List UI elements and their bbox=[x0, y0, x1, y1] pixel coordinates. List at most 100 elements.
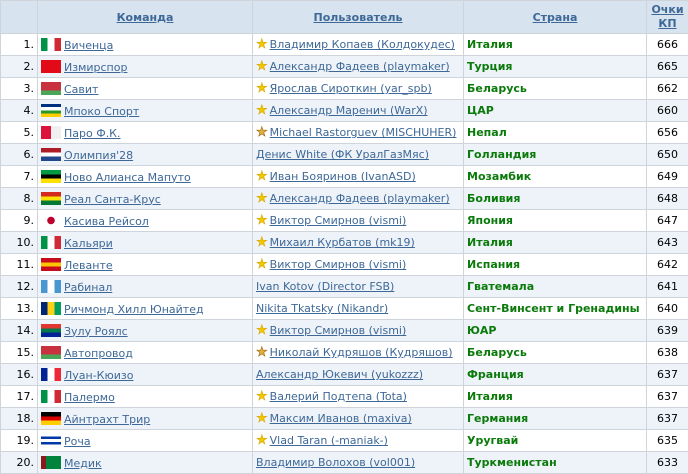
country: Италия bbox=[463, 33, 647, 56]
user-link[interactable]: Ярослав Сироткин (yar_spb) bbox=[269, 82, 432, 95]
country: Беларусь bbox=[463, 341, 647, 364]
flag-icon bbox=[41, 433, 61, 447]
table-row: 13. Ричмонд Хилл Юнайтед Nikita Tkatsky (N… bbox=[0, 297, 688, 320]
country: Уругвай bbox=[463, 429, 647, 452]
points: 660 bbox=[646, 99, 688, 122]
user-link[interactable]: Ivan Kotov (Director FSB) bbox=[256, 280, 395, 293]
team-link[interactable]: Реал Санта-Крус bbox=[64, 192, 161, 206]
team-link[interactable]: Леванте bbox=[64, 258, 113, 272]
rank: 15. bbox=[0, 341, 38, 364]
rank: 17. bbox=[0, 385, 38, 408]
flag-icon bbox=[41, 301, 61, 315]
team-link[interactable]: Роча bbox=[64, 434, 91, 448]
table-row: 11. Леванте ★ Виктор Смирнов (vismi) Испания… bbox=[0, 253, 688, 276]
points: 647 bbox=[646, 209, 688, 232]
sort-country[interactable]: Страна bbox=[532, 10, 578, 24]
team-link[interactable]: Паро Ф.К. bbox=[64, 126, 121, 140]
star-icon: ★ bbox=[256, 257, 268, 273]
table-row: 10. Кальяри ★ Михаил Курбатов (mk19) Италия 6… bbox=[0, 231, 688, 254]
team-link[interactable]: Ново Алианса Мапуто bbox=[64, 170, 191, 184]
user-link[interactable]: Владимир Копаев (Колдокудес) bbox=[269, 38, 455, 51]
points: 637 bbox=[646, 385, 688, 408]
table-row: 3. Савит ★ Ярослав Сироткин (yar_spb) Белару… bbox=[0, 77, 688, 100]
flag-icon bbox=[41, 323, 61, 337]
table-row: 17. Палермо ★ Валерий Подтепа (Tota) Италия 6… bbox=[0, 385, 688, 408]
team-link[interactable]: Виченца bbox=[64, 38, 114, 52]
team-link[interactable]: Рабинал bbox=[64, 280, 113, 294]
team-link[interactable]: Медик bbox=[64, 456, 102, 470]
country: Непал bbox=[463, 121, 647, 144]
star-icon: ★ bbox=[256, 59, 268, 75]
user-link[interactable]: Денис White (ФК УралГазМяс) bbox=[256, 148, 429, 161]
country: Турция bbox=[463, 55, 647, 78]
country: Япония bbox=[463, 209, 647, 232]
user-link[interactable]: Michael Rastorguev (MISCHUHER) bbox=[269, 126, 457, 139]
flag-icon bbox=[41, 37, 61, 51]
flag-icon bbox=[41, 169, 61, 183]
country: Германия bbox=[463, 407, 647, 430]
user-link[interactable]: Иван Бояринов (IvanASD) bbox=[269, 170, 416, 183]
team-link[interactable]: Зулу Роялс bbox=[64, 324, 128, 338]
flag-icon bbox=[41, 411, 61, 425]
country: Гватемала bbox=[463, 275, 647, 298]
user-link[interactable]: Виктор Смирнов (vismi) bbox=[269, 258, 407, 271]
rank: 16. bbox=[0, 363, 38, 386]
user-link[interactable]: Николай Кудряшов (Кудряшов) bbox=[269, 346, 453, 359]
rank: 8. bbox=[0, 187, 38, 210]
team-link[interactable]: Автопровод bbox=[64, 346, 133, 360]
flag-icon bbox=[41, 81, 61, 95]
table-header: Команда Пользователь Страна Очки КП bbox=[0, 0, 688, 34]
sort-team[interactable]: Команда bbox=[116, 10, 174, 24]
team-link[interactable]: Кальяри bbox=[64, 236, 113, 250]
team-link[interactable]: Олимпия'28 bbox=[64, 148, 134, 162]
table-row: 8. Реал Санта-Крус ★ Александр Фадеев (play… bbox=[0, 187, 688, 210]
points: 638 bbox=[646, 341, 688, 364]
team-link[interactable]: Палермо bbox=[64, 390, 115, 404]
team-link[interactable]: Мпоко Спорт bbox=[64, 104, 140, 118]
user-link[interactable]: Vlad Taran (-maniak-) bbox=[269, 434, 388, 447]
country: Италия bbox=[463, 231, 647, 254]
star-icon: ★ bbox=[256, 389, 268, 405]
country: ЮАР bbox=[463, 319, 647, 342]
flag-icon bbox=[41, 389, 61, 403]
star-icon: ★ bbox=[256, 103, 268, 119]
rank: 19. bbox=[0, 429, 38, 452]
country: Мозамбик bbox=[463, 165, 647, 188]
team-link[interactable]: Айнтрахт Трир bbox=[64, 412, 151, 426]
user-link[interactable]: Александр Фадеев (playmaker) bbox=[269, 192, 450, 205]
sort-points[interactable]: Очки КП bbox=[651, 3, 684, 30]
rank: 7. bbox=[0, 165, 38, 188]
user-link[interactable]: Nikita Tkatsky (Nikandr) bbox=[256, 302, 389, 315]
points: 643 bbox=[646, 231, 688, 254]
team-link[interactable]: Ричмонд Хилл Юнайтед bbox=[64, 302, 204, 316]
user-link[interactable]: Владимир Волохов (vol001) bbox=[256, 456, 416, 469]
points: 666 bbox=[646, 33, 688, 56]
team-link[interactable]: Савит bbox=[64, 82, 99, 96]
flag-icon bbox=[41, 125, 61, 139]
flag-icon bbox=[41, 455, 61, 469]
user-link[interactable]: Александр Юкевич (yukozzz) bbox=[256, 368, 424, 381]
team-link[interactable]: Измирспор bbox=[64, 60, 128, 74]
user-link[interactable]: Александр Фадеев (playmaker) bbox=[269, 60, 450, 73]
user-link[interactable]: Максим Иванов (maxiva) bbox=[269, 412, 412, 425]
rank: 14. bbox=[0, 319, 38, 342]
rank: 5. bbox=[0, 121, 38, 144]
country: Сент-Винсент и Гренадины bbox=[463, 297, 647, 320]
user-link[interactable]: Виктор Смирнов (vismi) bbox=[269, 324, 407, 337]
user-link[interactable]: Александр Маренич (WarX) bbox=[269, 104, 428, 117]
flag-icon bbox=[41, 235, 61, 249]
table-row: 16. Луан-Кюизо Александр Юкевич (yukozzz) Ф… bbox=[0, 363, 688, 386]
team-link[interactable]: Луан-Кюизо bbox=[64, 368, 134, 382]
team-link[interactable]: Касива Рейсол bbox=[64, 214, 149, 228]
table-row: 14. Зулу Роялс ★ Виктор Смирнов (vismi) ЮАР 6… bbox=[0, 319, 688, 342]
star-icon: ★ bbox=[256, 191, 268, 207]
user-link[interactable]: Михаил Курбатов (mk19) bbox=[269, 236, 415, 249]
flag-icon bbox=[41, 367, 61, 381]
flag-icon bbox=[41, 191, 61, 205]
sort-user[interactable]: Пользователь bbox=[313, 10, 403, 24]
star-icon: ★ bbox=[256, 235, 268, 251]
rank: 6. bbox=[0, 143, 38, 166]
user-link[interactable]: Валерий Подтепа (Tota) bbox=[269, 390, 407, 403]
user-link[interactable]: Виктор Смирнов (vismi) bbox=[269, 214, 407, 227]
